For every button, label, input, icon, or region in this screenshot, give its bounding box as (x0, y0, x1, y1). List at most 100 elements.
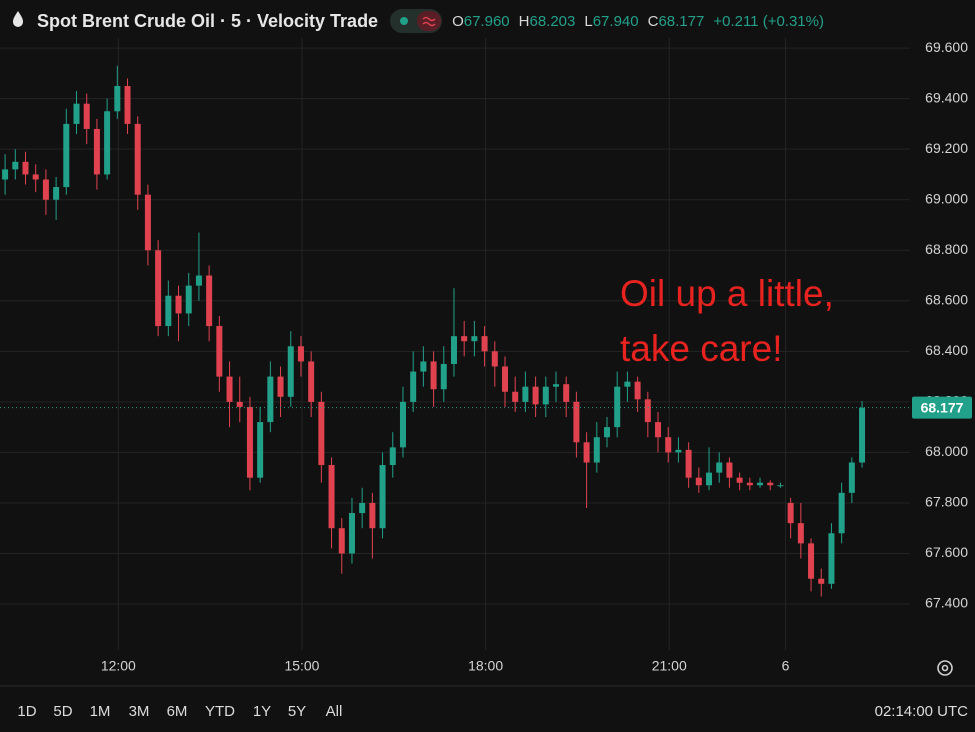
candle-body (399, 401, 406, 448)
candle-body (246, 406, 253, 478)
candle-body (53, 187, 60, 200)
candle-body (124, 86, 131, 124)
legend-item: L67.940 (584, 13, 638, 30)
axes: 67.40067.60067.80068.00068.20068.40068.6… (0, 39, 972, 674)
candle-body (308, 361, 315, 402)
legend-value: 67.960 (463, 12, 510, 30)
clock: 02:14:00 UTC (875, 703, 969, 720)
candle-body (93, 128, 100, 175)
legend-item: O67.960 (452, 13, 510, 30)
candle-body (757, 482, 764, 486)
candle-body (563, 384, 570, 402)
candle-body (104, 111, 111, 175)
annotation: Oil up a little, (620, 273, 834, 314)
candle-body (328, 465, 335, 529)
y-tick-label: 68.800 (925, 241, 968, 257)
status-pill[interactable] (390, 9, 443, 33)
range-button[interactable]: 3M (129, 703, 150, 720)
candle-body (685, 449, 692, 478)
candle-body (787, 502, 794, 524)
candle-body (165, 295, 172, 327)
candle-body (389, 447, 396, 466)
last-price-box (912, 396, 972, 419)
y-tick-label: 69.600 (925, 39, 968, 55)
candle-body (379, 465, 386, 529)
status-icons (400, 11, 442, 31)
header: Spot Brent Crude Oil · 5 · Velocity Trad… (37, 8, 824, 34)
range-button[interactable]: 5Y (288, 703, 306, 720)
candle-body (216, 326, 223, 377)
candle-body (144, 194, 151, 251)
y-tick-label: 68.000 (925, 443, 968, 459)
candle-body (155, 250, 162, 327)
candle-body (573, 401, 580, 443)
candle-body (206, 275, 213, 327)
candle-body (195, 275, 202, 286)
x-tick-label: 21:00 (652, 658, 687, 674)
range-button[interactable]: YTD (205, 703, 235, 720)
candle-body (624, 381, 631, 387)
legend-key: C (647, 12, 659, 30)
candle-body (267, 376, 274, 423)
x-tick-label: 6 (782, 658, 790, 674)
candle-body (522, 386, 529, 402)
candle-body (236, 401, 243, 407)
candle-body (348, 513, 355, 554)
candle-body (716, 462, 723, 473)
symbol-title: Spot Brent Crude Oil · 5 · Velocity Trad… (37, 10, 379, 31)
candle-body (644, 399, 651, 423)
candle-body (287, 346, 294, 397)
candle-body (614, 386, 621, 428)
legend-key: H (518, 12, 530, 30)
candle-body (542, 386, 549, 405)
legend-value: 68.177 (658, 12, 705, 30)
y-tick-label: 67.600 (925, 544, 968, 560)
candle-body (818, 578, 825, 584)
candle-body (42, 179, 49, 200)
candle-body (501, 366, 508, 392)
range-button[interactable]: All (326, 703, 343, 720)
candle-body (665, 437, 672, 453)
candle-body (828, 533, 835, 584)
candle-body (12, 161, 19, 170)
range-button[interactable]: 5D (53, 703, 72, 720)
last-price-label: 68.177 (921, 399, 964, 415)
candle-body (73, 103, 80, 124)
candle-body (604, 427, 611, 438)
candle-body (552, 384, 559, 387)
candle-body (114, 86, 121, 112)
settings-button[interactable] (937, 660, 953, 676)
candle-body (257, 422, 264, 478)
candle-body (859, 407, 866, 463)
range-button[interactable]: 1Y (253, 703, 271, 720)
range-button[interactable]: 1D (17, 703, 36, 720)
candle-body (185, 285, 192, 314)
legend-item: H68.203 (519, 13, 576, 30)
candle-body (838, 492, 845, 534)
candle-body (706, 472, 713, 486)
legend-item: C68.177 (648, 13, 705, 30)
candles (2, 65, 866, 597)
candle-body (512, 391, 519, 402)
range-button[interactable]: 6M (167, 703, 188, 720)
candle-body (420, 361, 427, 372)
candle-body (22, 161, 29, 175)
change: +0.211 (+0.31%) (713, 12, 824, 30)
candle-body (2, 169, 9, 180)
candle-body (461, 336, 468, 342)
candle-body (675, 449, 682, 453)
candle-body (655, 422, 662, 438)
candle-body (593, 437, 600, 463)
candle-body (226, 376, 233, 402)
candle-body (736, 477, 743, 483)
candle-body (338, 528, 345, 554)
range-button[interactable]: 1M (90, 703, 111, 720)
candle-body (583, 442, 590, 463)
candle-body (491, 351, 498, 367)
legend-key: O (452, 12, 464, 30)
symbol-icon (13, 11, 23, 27)
y-tick-label: 67.800 (925, 494, 968, 510)
